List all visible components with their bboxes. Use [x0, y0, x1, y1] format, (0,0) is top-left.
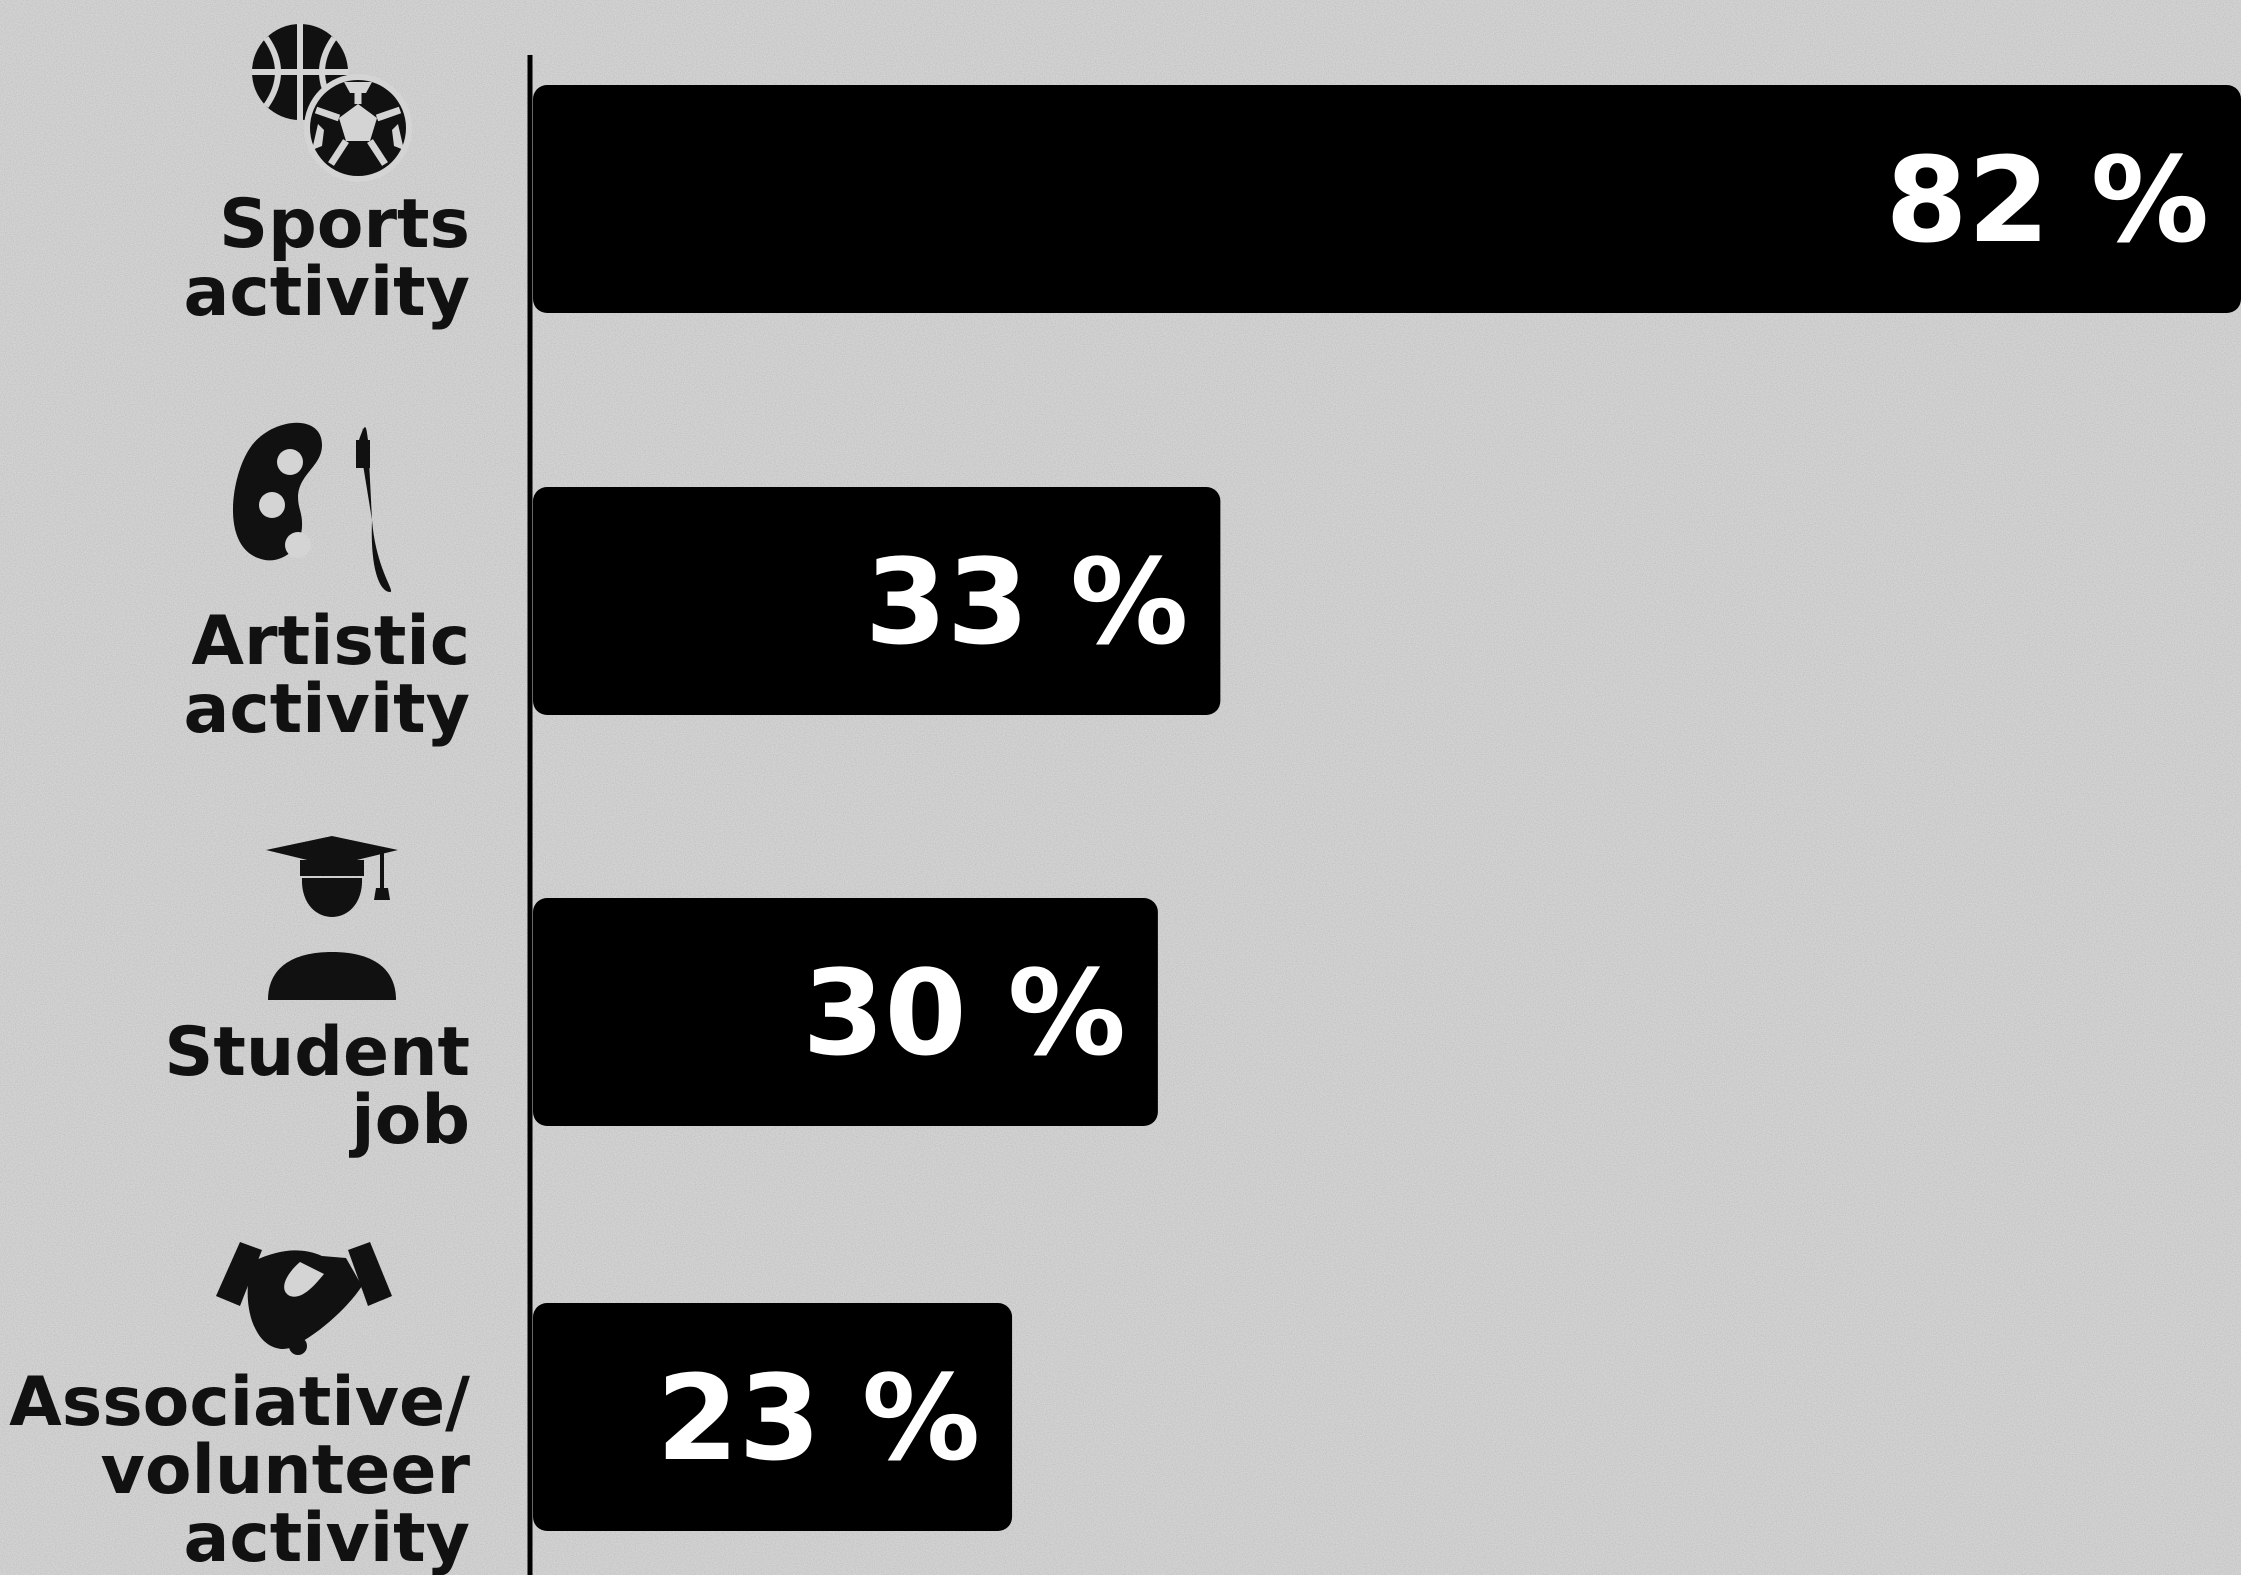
category-label-line: Student — [164, 1013, 470, 1092]
bar-2 — [533, 487, 1221, 715]
bar-value-label-3: 30 % — [802, 944, 1126, 1082]
bar-value-label-1: 82 % — [1885, 131, 2209, 269]
graduate-icon — [266, 836, 398, 1000]
category-label-line: Associative/ — [9, 1363, 470, 1442]
category-label-line: Artistic — [191, 602, 470, 681]
handshake-icon — [216, 1242, 392, 1355]
category-label-line: activity — [184, 1499, 470, 1575]
sports-balls-icon — [252, 24, 412, 182]
category-label-3: Student job — [164, 1013, 470, 1160]
bar-value-label-4: 23 % — [657, 1349, 981, 1487]
paint-palette-icon — [232, 422, 392, 592]
category-label-line: job — [348, 1081, 470, 1160]
category-label-2: Artistic activity — [184, 602, 470, 749]
category-label-line: activity — [184, 670, 470, 749]
bar-value-label-2: 33 % — [865, 533, 1189, 671]
bar-1 — [533, 85, 2241, 313]
bars-layer: 82 % 33 % 30 % 23 % — [533, 85, 2241, 1531]
category-label-4: Associative/volunteer activity — [9, 1363, 470, 1575]
category-label-1: Sports activity — [184, 185, 470, 332]
category-label-line: volunteer — [101, 1431, 471, 1510]
bar-4 — [533, 1303, 1013, 1531]
bar-3 — [533, 898, 1158, 1126]
category-label-line: activity — [184, 253, 470, 332]
category-label-line: Sports — [219, 185, 470, 264]
